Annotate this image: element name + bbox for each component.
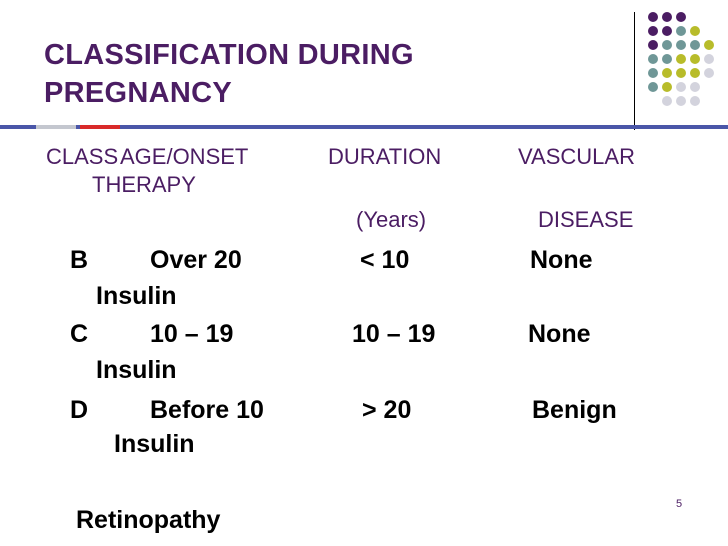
row-c-class: C <box>70 320 89 348</box>
dot <box>704 54 714 64</box>
dot <box>648 82 658 92</box>
dot <box>690 40 700 50</box>
page-title: CLASSIFICATION DURING PREGNANCY <box>44 39 414 109</box>
header-duration: DURATION <box>328 144 442 169</box>
dot <box>648 26 658 36</box>
row-b-therapy: Insulin <box>96 282 177 310</box>
header-class: CLASS <box>46 144 119 169</box>
dot <box>648 12 658 22</box>
dot <box>704 40 714 50</box>
dot <box>690 96 700 106</box>
page-number: 5 <box>676 498 683 510</box>
dot <box>648 54 658 64</box>
row-c-therapy: Insulin <box>96 356 177 384</box>
dot <box>690 26 700 36</box>
header-duration-unit: (Years) <box>356 207 427 232</box>
dot <box>676 68 686 78</box>
dot <box>662 82 672 92</box>
row-c-vascular: None <box>528 320 591 348</box>
dot <box>662 54 672 64</box>
row-d-class: D <box>70 396 89 424</box>
dot <box>704 68 714 78</box>
row-b-vascular: None <box>530 246 593 274</box>
dot <box>690 68 700 78</box>
dot <box>662 26 672 36</box>
row-d-age: Before 10 <box>150 396 264 424</box>
row-c-duration: 10 – 19 <box>352 320 436 348</box>
dot <box>676 12 686 22</box>
dot <box>676 40 686 50</box>
dot <box>648 68 658 78</box>
dot <box>648 40 658 50</box>
row-d-vascular: Benign <box>532 396 617 424</box>
dot <box>676 82 686 92</box>
row-c-age: 10 – 19 <box>150 320 234 348</box>
header-therapy: THERAPY <box>92 172 196 197</box>
dot <box>662 96 672 106</box>
vertical-divider <box>634 12 635 130</box>
dot <box>676 54 686 64</box>
row-b-class: B <box>70 246 89 274</box>
header-age-onset: AGE/ONSET <box>120 144 249 169</box>
title-rule-accent-grey <box>36 125 76 129</box>
dot <box>676 96 686 106</box>
dot <box>690 54 700 64</box>
title-rule-accent-red <box>80 125 120 129</box>
dot <box>676 26 686 36</box>
header-disease: DISEASE <box>538 207 634 232</box>
dot <box>690 82 700 92</box>
row-d-therapy: Insulin <box>114 430 195 458</box>
dot <box>662 12 672 22</box>
trailing-text: Retinopathy <box>76 506 221 534</box>
row-b-duration: < 10 <box>360 246 410 274</box>
dot <box>662 40 672 50</box>
row-b-age: Over 20 <box>150 246 242 274</box>
dot <box>662 68 672 78</box>
title-rule <box>0 125 728 129</box>
row-d-duration: > 20 <box>362 396 412 424</box>
header-vascular: VASCULAR <box>518 144 635 169</box>
